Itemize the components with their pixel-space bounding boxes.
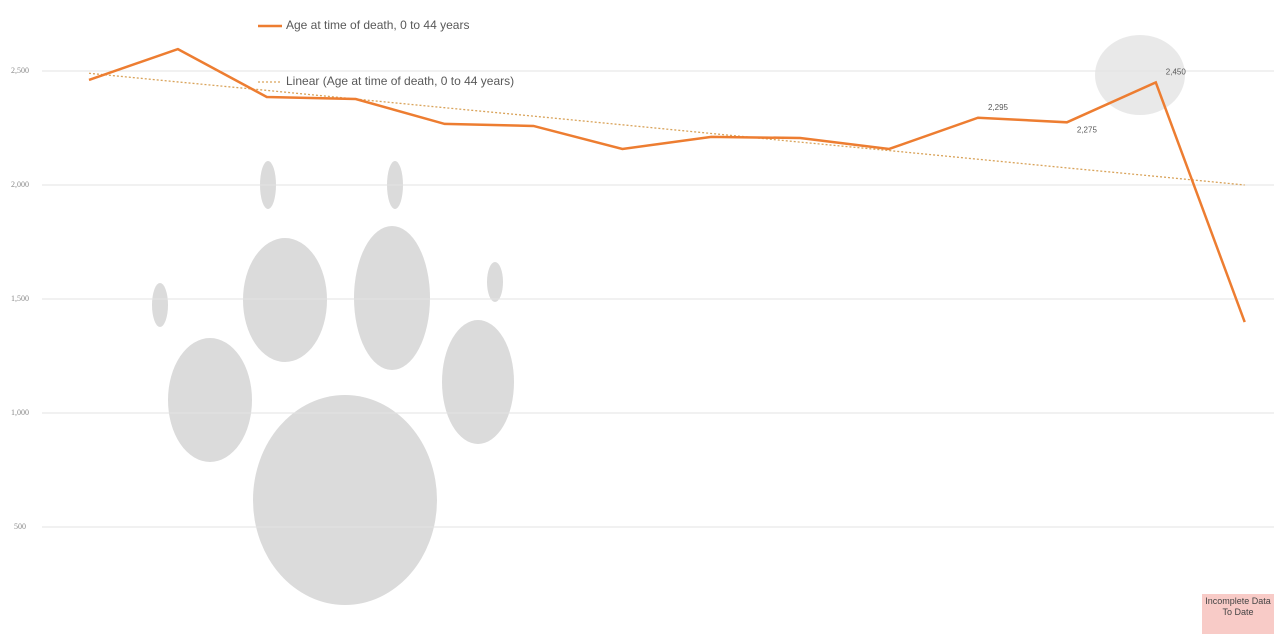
series-line (88, 47, 1246, 323)
data-label: 2,275 (1077, 125, 1098, 134)
data-label: 2,295 (988, 103, 1009, 112)
y-tick-label: 1,000 (11, 408, 29, 417)
y-tick-label: 500 (14, 522, 26, 531)
y-tick-label: 1,500 (11, 294, 29, 303)
data-label: 2,450 (1166, 68, 1187, 77)
legend-label: Age at time of death, 0 to 44 years (286, 18, 469, 32)
annotation-box (1202, 594, 1274, 634)
y-tick-label: 2,000 (11, 180, 29, 189)
annotation: Incomplete Data To Date (1205, 596, 1271, 617)
y-tick-label: 2,500 (11, 66, 29, 75)
trend-line (88, 72, 1245, 186)
background-illustration (152, 35, 1185, 605)
legend-label: Linear (Age at time of death, 0 to 44 ye… (286, 74, 514, 88)
annotation-wrap: Incomplete Data To Date (1205, 596, 1271, 617)
